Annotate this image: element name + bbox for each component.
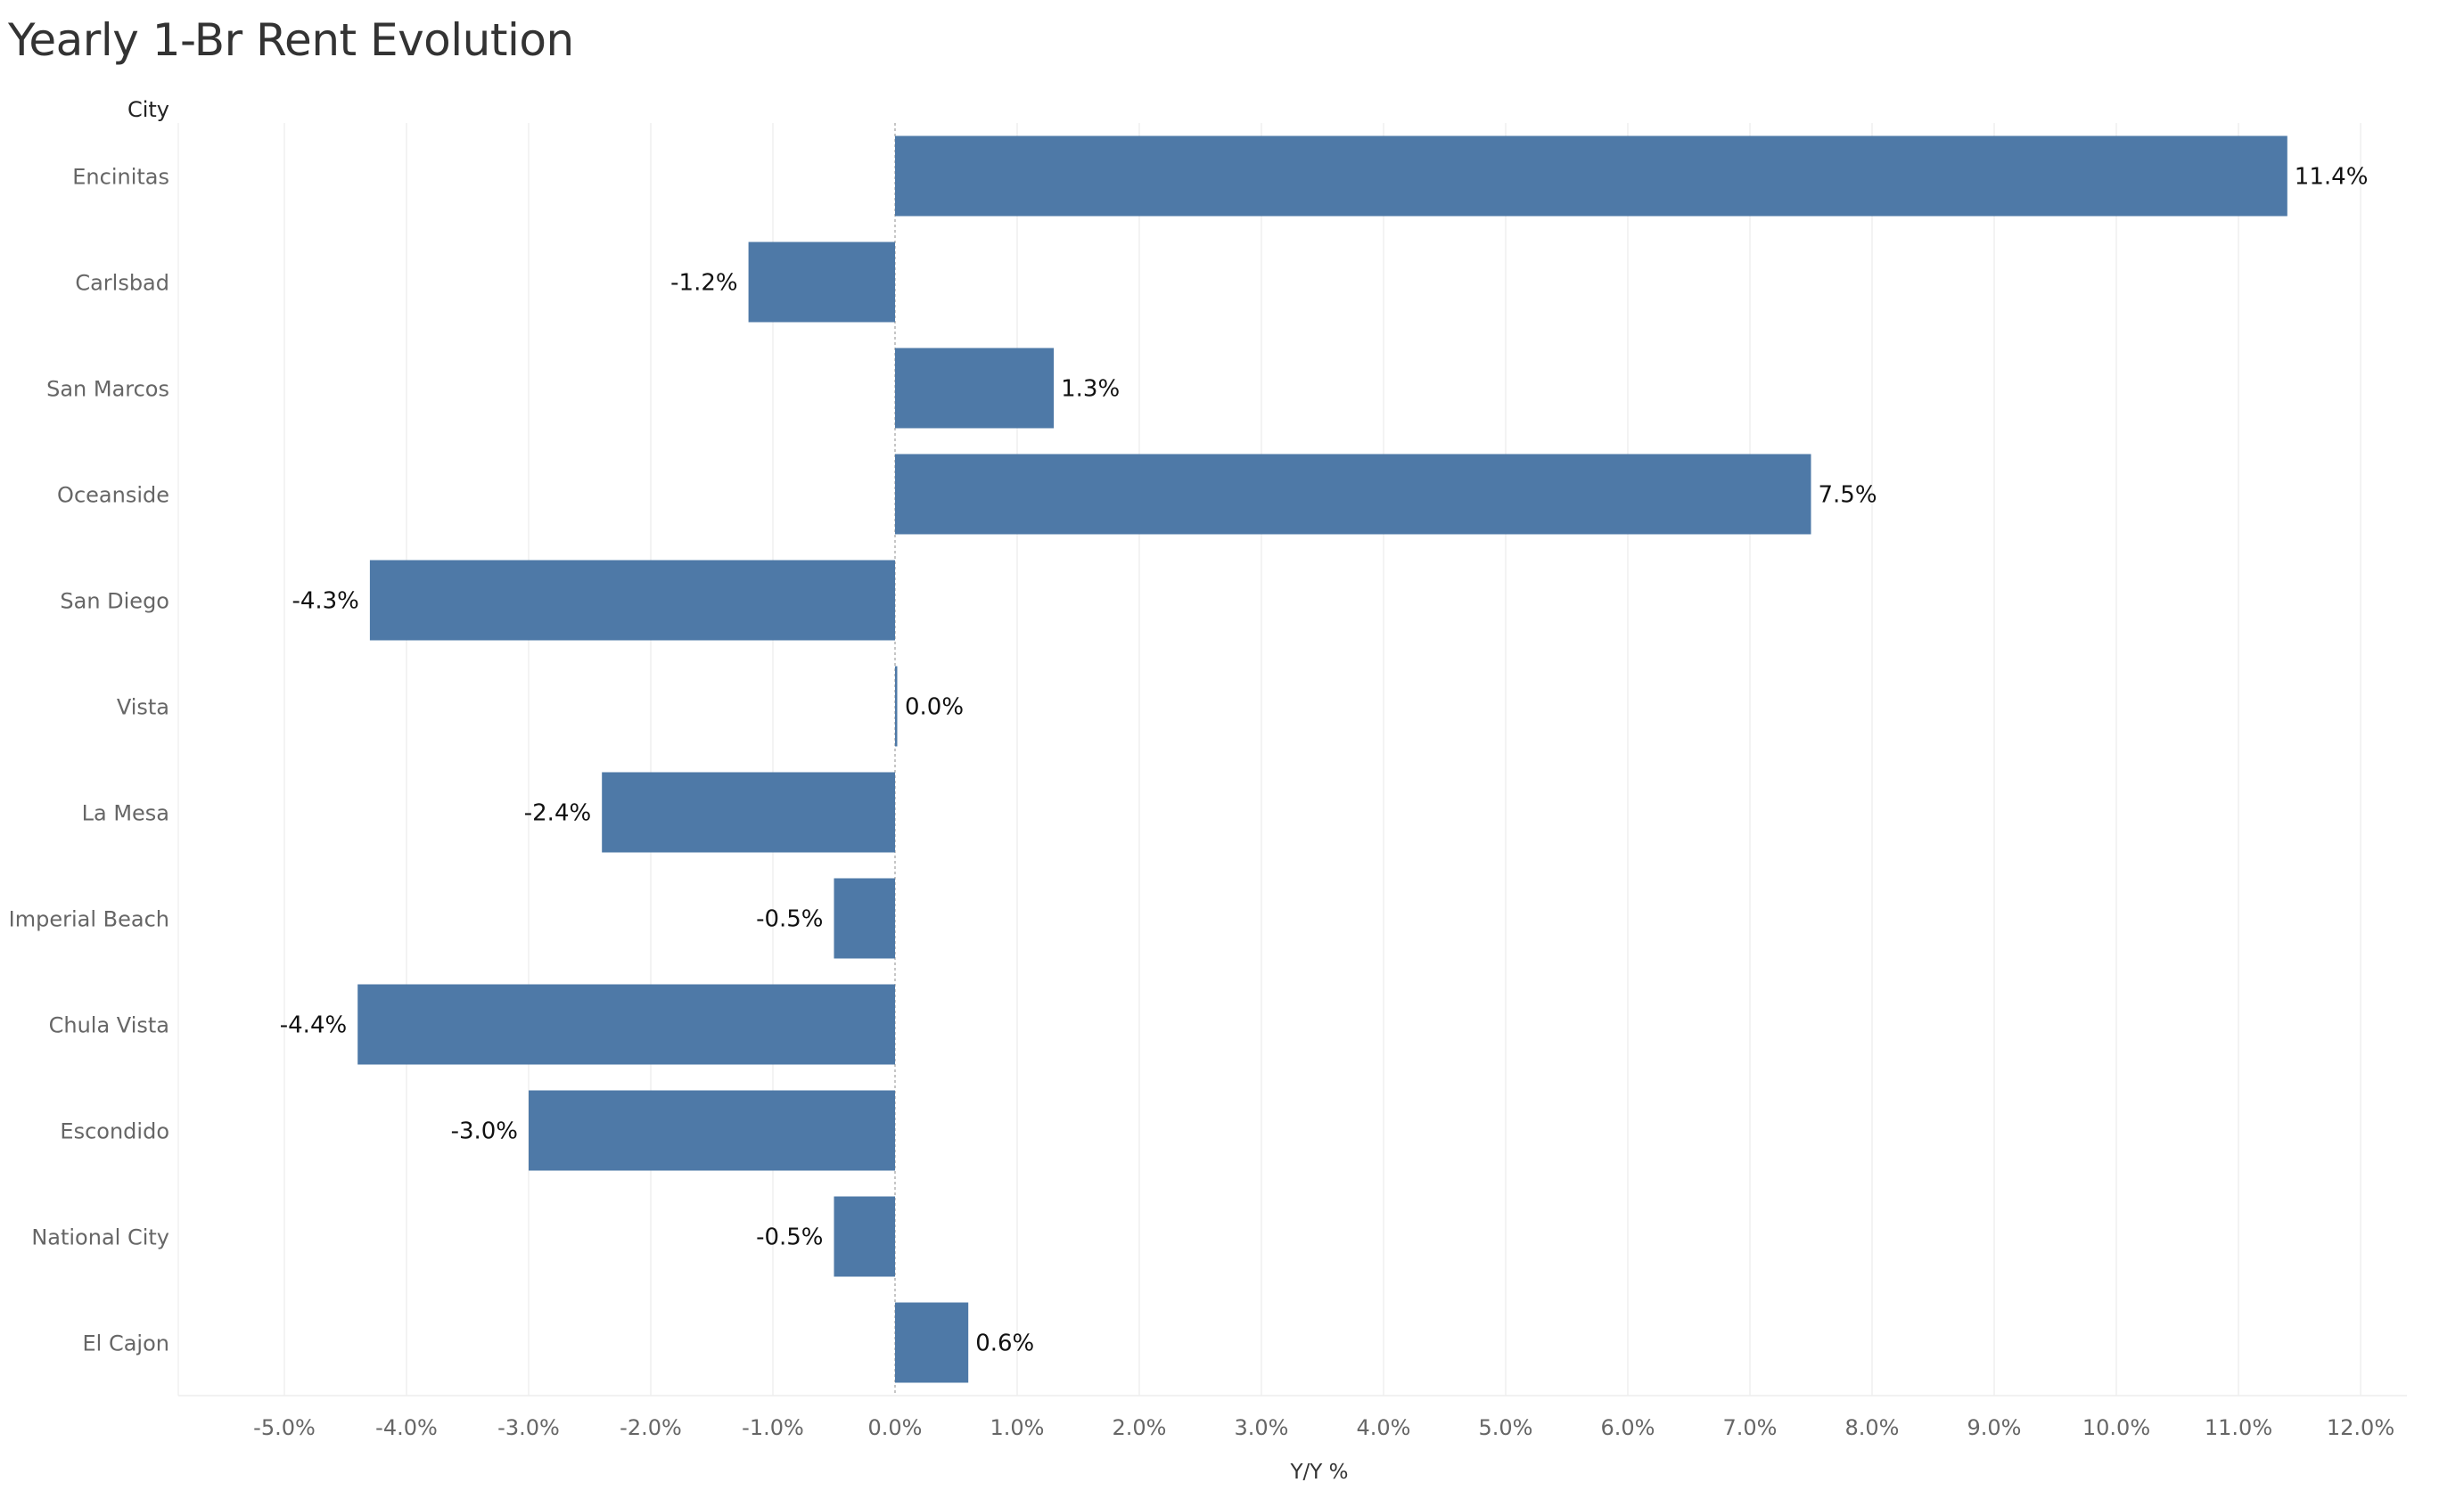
data-label: -4.4% <box>280 1012 347 1039</box>
bar <box>602 772 895 853</box>
bars <box>357 135 2287 1383</box>
category-label: Escondido <box>60 1119 169 1144</box>
bar <box>369 560 895 641</box>
data-label: -3.0% <box>451 1118 518 1145</box>
x-tick-label: 8.0% <box>1845 1415 1900 1440</box>
bar <box>748 242 895 323</box>
bar <box>834 878 895 959</box>
x-tick-label: 12.0% <box>2327 1415 2394 1440</box>
bar <box>357 984 895 1065</box>
x-tick-label: -5.0% <box>253 1415 316 1440</box>
data-label: -0.5% <box>756 906 823 933</box>
x-tick-label: -2.0% <box>620 1415 682 1440</box>
bar <box>895 454 1811 535</box>
x-tick-label: 4.0% <box>1357 1415 1411 1440</box>
data-label: 1.3% <box>1061 376 1120 403</box>
data-label: -2.4% <box>524 800 591 827</box>
category-label: La Mesa <box>82 801 169 826</box>
data-label: -4.3% <box>292 588 358 615</box>
data-labels: 11.4% -1.2% 1.3% 7.5% -4.3% 0.0% -2.4% -0.5% -4.… <box>280 164 2369 1357</box>
category-label: San Diego <box>60 589 169 614</box>
data-label: -0.5% <box>756 1225 823 1251</box>
category-label: Chula Vista <box>49 1013 169 1038</box>
category-label: Oceanside <box>57 483 169 508</box>
x-tick-labels: -5.0% -4.0% -3.0% -2.0% -1.0% 0.0% 1.0% 2.0% 3.0… <box>253 1415 2394 1440</box>
data-label: 0.0% <box>905 694 964 721</box>
category-label: El Cajon <box>83 1331 170 1356</box>
bar <box>529 1090 895 1171</box>
gridlines <box>177 123 2407 1397</box>
data-label: -1.2% <box>670 270 737 297</box>
category-label: San Marcos <box>46 377 169 402</box>
bar <box>895 666 898 747</box>
x-tick-label: -1.0% <box>742 1415 804 1440</box>
bar <box>895 1302 969 1383</box>
x-tick-label: 5.0% <box>1479 1415 1533 1440</box>
bar <box>895 348 1055 429</box>
x-tick-label: 1.0% <box>990 1415 1045 1440</box>
x-tick-label: -3.0% <box>497 1415 560 1440</box>
x-tick-label: 0.0% <box>868 1415 923 1440</box>
category-label: Vista <box>117 695 169 720</box>
x-tick-label: 10.0% <box>2082 1415 2150 1440</box>
x-tick-label: 2.0% <box>1113 1415 1167 1440</box>
category-header: City <box>127 97 169 122</box>
x-tick-label: 11.0% <box>2205 1415 2272 1440</box>
bar <box>895 135 2287 217</box>
x-tick-label: 9.0% <box>1967 1415 2022 1440</box>
bar <box>834 1196 895 1277</box>
chart-title: Yearly 1-Br Rent Evolution <box>8 14 574 66</box>
category-label: Imperial Beach <box>9 907 169 932</box>
x-tick-label: 3.0% <box>1235 1415 1289 1440</box>
data-label: 7.5% <box>1819 482 1877 509</box>
category-label: Encinitas <box>72 165 169 190</box>
category-label: Carlsbad <box>75 271 169 296</box>
data-label: 11.4% <box>2295 164 2369 191</box>
category-labels: Encinitas Carlsbad San Marcos Oceanside San … <box>9 165 169 1356</box>
category-label: National City <box>31 1225 169 1250</box>
x-tick-label: 6.0% <box>1601 1415 1655 1440</box>
data-label: 0.6% <box>975 1331 1034 1357</box>
x-tick-label: -4.0% <box>375 1415 438 1440</box>
x-axis-title: Y/Y % <box>1289 1461 1348 1484</box>
x-tick-label: 7.0% <box>1723 1415 1778 1440</box>
